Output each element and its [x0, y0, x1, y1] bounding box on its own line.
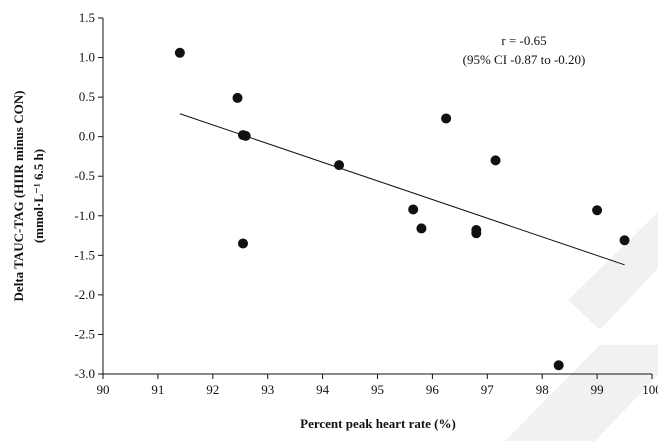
x-ticks: 90 91 92 93 94 95 96 97 98 99 100 [97, 374, 658, 397]
y-axis-label-line1: Delta TAUC-TAG (HIIR minus CON) [11, 91, 26, 302]
data-point [490, 155, 501, 166]
data-point [619, 235, 630, 246]
data-point [237, 238, 248, 249]
x-tick-label: 99 [591, 382, 604, 397]
data-point [441, 113, 452, 124]
data-point [334, 160, 345, 171]
data-point [408, 204, 419, 215]
y-tick-label: -1.5 [74, 247, 95, 262]
data-points [174, 47, 630, 371]
y-tick-label: -2.0 [74, 287, 95, 302]
y-tick-label: -1.0 [74, 208, 95, 223]
correlation-label: r = -0.65 [501, 33, 546, 48]
y-tick-label: -2.5 [74, 326, 95, 341]
y-tick-label: 0.0 [79, 129, 95, 144]
x-tick-label: 96 [426, 382, 440, 397]
data-point [232, 92, 243, 103]
axes [102, 18, 652, 375]
x-tick-label: 92 [206, 382, 219, 397]
watermark-graphic [505, 212, 658, 441]
y-tick-label: 1.5 [79, 10, 95, 25]
y-axis-label-line2: (mmol·L⁻¹ 6.5 h) [31, 149, 46, 243]
x-axis-label: Percent peak heart rate (%) [300, 416, 456, 431]
x-tick-label: 95 [371, 382, 384, 397]
confidence-interval-label: (95% CI -0.87 to -0.20) [463, 52, 586, 67]
x-tick-label: 90 [97, 382, 110, 397]
data-point [471, 228, 482, 239]
x-tick-label: 98 [536, 382, 549, 397]
x-tick-label: 91 [151, 382, 164, 397]
y-tick-label: -0.5 [74, 168, 95, 183]
trendline [179, 113, 625, 266]
y-ticks: 1.5 1.0 0.5 0.0 -0.5 -1.0 -1.5 -2.0 -2.5 -3.0 [74, 10, 103, 381]
data-point [174, 47, 185, 58]
data-point [553, 360, 564, 371]
data-point [240, 130, 251, 141]
x-tick-label: 94 [316, 382, 330, 397]
x-tick-label: 100 [642, 382, 658, 397]
x-tick-label: 97 [481, 382, 495, 397]
y-tick-label: 1.0 [79, 50, 95, 65]
data-point [592, 205, 603, 216]
y-tick-label: -3.0 [74, 366, 95, 381]
data-point [416, 223, 427, 234]
y-tick-label: 0.5 [79, 89, 95, 104]
x-tick-label: 93 [261, 382, 274, 397]
